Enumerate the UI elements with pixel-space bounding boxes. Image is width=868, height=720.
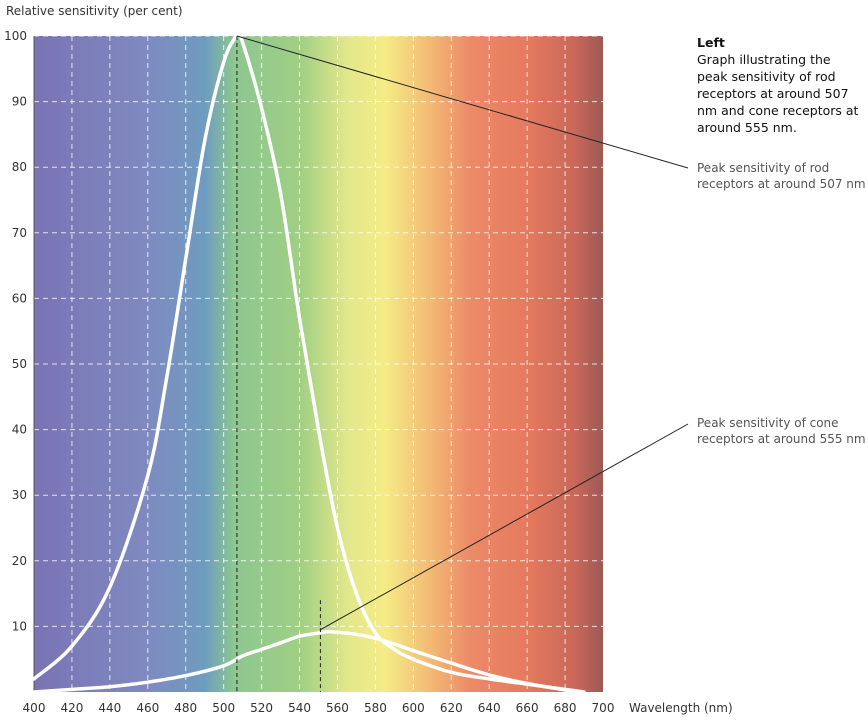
sensitivity-curves [32,31,586,694]
x-tick-label-11: 620 [440,701,463,715]
grid-lines [34,35,603,692]
x-tick-label-0: 400 [23,701,46,715]
y-tick-label-1: 20 [12,554,27,568]
y-tick-label-5: 60 [12,291,27,305]
y-tick-label-8: 90 [12,95,27,109]
y-tick-label-9: 100 [4,29,27,43]
y-tick-label-6: 70 [12,226,27,240]
y-tick-label-3: 40 [12,423,27,437]
peak-markers [236,36,321,692]
x-tick-label-14: 680 [554,701,577,715]
y-tick-label-2: 30 [12,488,27,502]
caption-text: Graph illustrating the peak sensitivity … [697,52,859,135]
y-tick-label-7: 80 [12,160,27,174]
rod-peak-annotation: Peak sensitivity of rod receptors at aro… [697,161,866,191]
x-tick-label-2: 440 [98,701,121,715]
x-tick-label-13: 660 [516,701,539,715]
series-line-0 [32,31,586,694]
x-tick-label-1: 420 [60,701,83,715]
rod-leader-line [236,35,689,169]
x-tick-label-4: 480 [174,701,197,715]
tick-labels: 400 420 440 460 480 500 520 540 560 580 600 620 640 6… [4,29,614,715]
x-tick-label-6: 520 [250,701,273,715]
x-tick-label-7: 540 [288,701,311,715]
x-axis-label: Wavelength (nm) [629,701,733,715]
x-tick-label-5: 500 [212,701,235,715]
y-tick-label-4: 50 [12,357,27,371]
x-tick-label-15: 700 [592,701,615,715]
x-tick-label-8: 560 [326,701,349,715]
x-tick-label-10: 600 [402,701,425,715]
x-tick-label-9: 580 [364,701,387,715]
cone-leader-line [320,423,689,631]
y-axis-label: Relative sensitivity (per cent) [6,4,183,18]
y-tick-label-0: 10 [12,619,27,633]
x-tick-label-3: 460 [136,701,159,715]
annotation-leaders [236,35,689,631]
caption-title: Left [697,35,725,50]
x-tick-label-12: 640 [478,701,501,715]
series-line-1 [32,629,577,694]
figure-caption: Left Graph illustrating the peak sensiti… [697,34,865,136]
cone-peak-annotation: Peak sensitivity of cone receptors at ar… [697,416,866,446]
